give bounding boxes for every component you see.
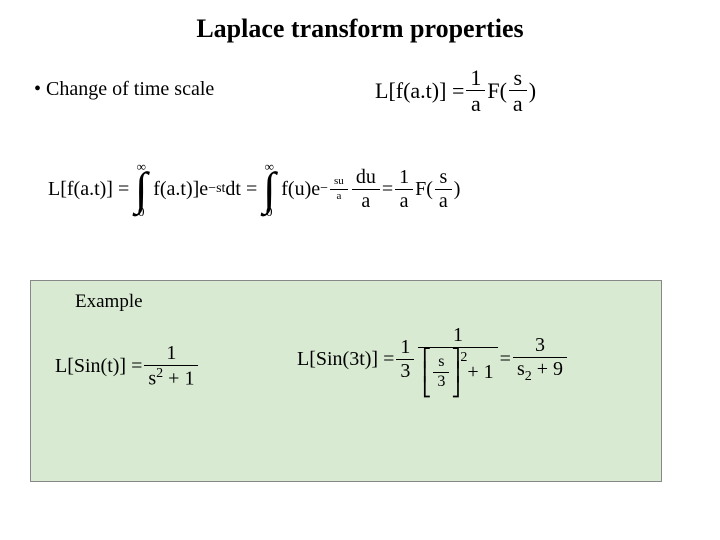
frac-num: 1 — [144, 343, 198, 366]
exp-frac-inner: su a — [330, 176, 348, 202]
text: dt = — [225, 178, 257, 201]
integral-1: ∞ ∫ 0 — [131, 160, 151, 218]
rhs-F: F( — [415, 178, 433, 201]
eq2: = — [382, 178, 393, 201]
int2-body: f(u)e − su a — [281, 176, 350, 202]
result-frac: 3 s2 + 9 — [513, 335, 567, 385]
frac-den: a — [435, 190, 452, 212]
frac-den: a — [352, 190, 380, 212]
rhs-close: ) — [454, 178, 461, 201]
prop-frac-s-over-a: s a — [509, 66, 527, 115]
deriv-lhs: L[f(a.t)] = — [48, 178, 129, 201]
frac-den: 3 — [433, 373, 449, 391]
plus1: + 1 — [467, 362, 493, 383]
frac-num: 3 — [513, 335, 567, 358]
integral-sign-icon: ∫ — [259, 173, 279, 205]
integral-sign-icon: ∫ — [131, 173, 151, 205]
prop-frac-1-over-a: 1 a — [466, 66, 485, 115]
lhs: L[Sin(t)] = — [55, 355, 142, 378]
lhs: L[Sin(3t)] = — [297, 348, 394, 371]
property-formula: L[f(a.t)] = 1 a F( s a ) — [375, 66, 536, 115]
prop-lhs: L[f(a.t)] = — [375, 78, 464, 104]
eq: = — [500, 348, 511, 371]
frac-den: s2 + 1 — [144, 366, 198, 390]
frac-den: a — [509, 91, 527, 115]
s: s — [517, 358, 525, 380]
neg: − — [320, 181, 328, 197]
frac-num: du — [352, 167, 380, 190]
frac-den: s2 + 9 — [513, 358, 567, 385]
derivation-line: L[f(a.t)] = ∞ ∫ 0 f(a.t)]e −st dt = ∞ ∫ … — [48, 160, 460, 218]
frac-num: s — [433, 354, 449, 373]
frac-num: 1 — [395, 167, 413, 190]
exp: −st — [208, 181, 225, 197]
right-bracket-icon: ⎥ — [451, 351, 460, 394]
plus9: + 9 — [532, 358, 563, 380]
frac-num: 1 — [466, 66, 485, 91]
rhs-1-over-a: 1 a — [395, 167, 413, 212]
plus1: + 1 — [163, 368, 194, 390]
text: f(u)e — [281, 178, 320, 201]
integral-2: ∞ ∫ 0 — [259, 160, 279, 218]
sub2: 2 — [525, 369, 532, 384]
left-bracket-icon: ⎢ — [422, 351, 431, 394]
s-over-3: s 3 — [433, 354, 449, 391]
frac-num: su — [330, 176, 348, 190]
bullet-change-time-scale: • Change of time scale — [34, 78, 214, 101]
example-box: Example L[Sin(t)] = 1 s2 + 1 L[Sin(3t)] … — [30, 280, 662, 482]
example-sin-t: L[Sin(t)] = 1 s2 + 1 — [55, 343, 200, 390]
frac-den: a — [330, 190, 348, 203]
frac-num: s — [509, 66, 527, 91]
sup2: 2 — [460, 351, 467, 366]
text: f(a.t)]e — [153, 178, 208, 201]
frac-den: 3 — [396, 360, 414, 382]
example-sin-3t: L[Sin(3t)] = 1 3 1 ⎢ s 3 ⎥ 2 + 1 — [297, 325, 569, 394]
big-frac: 1 ⎢ s 3 ⎥ 2 + 1 — [418, 325, 497, 394]
frac-den: a — [395, 190, 413, 212]
int1-body: f(a.t)]e −st dt = — [153, 178, 257, 201]
prop-close: ) — [529, 78, 536, 104]
exp-frac: − su a — [320, 176, 350, 202]
slide-title: Laplace transform properties — [0, 14, 720, 44]
frac-1-over-s2p1: 1 s2 + 1 — [144, 343, 198, 390]
rhs-s-over-a: s a — [435, 167, 452, 212]
frac-den: a — [466, 91, 485, 115]
frac-num: s — [435, 167, 452, 190]
prop-F: F( — [487, 78, 507, 104]
frac-den: ⎢ s 3 ⎥ 2 + 1 — [418, 350, 497, 394]
du-over-a: du a — [352, 167, 380, 212]
frac-num: 1 — [396, 337, 414, 360]
frac-num: 1 — [418, 325, 497, 348]
example-label: Example — [75, 291, 143, 313]
s: s — [148, 368, 156, 390]
one-third: 1 3 — [396, 337, 414, 382]
